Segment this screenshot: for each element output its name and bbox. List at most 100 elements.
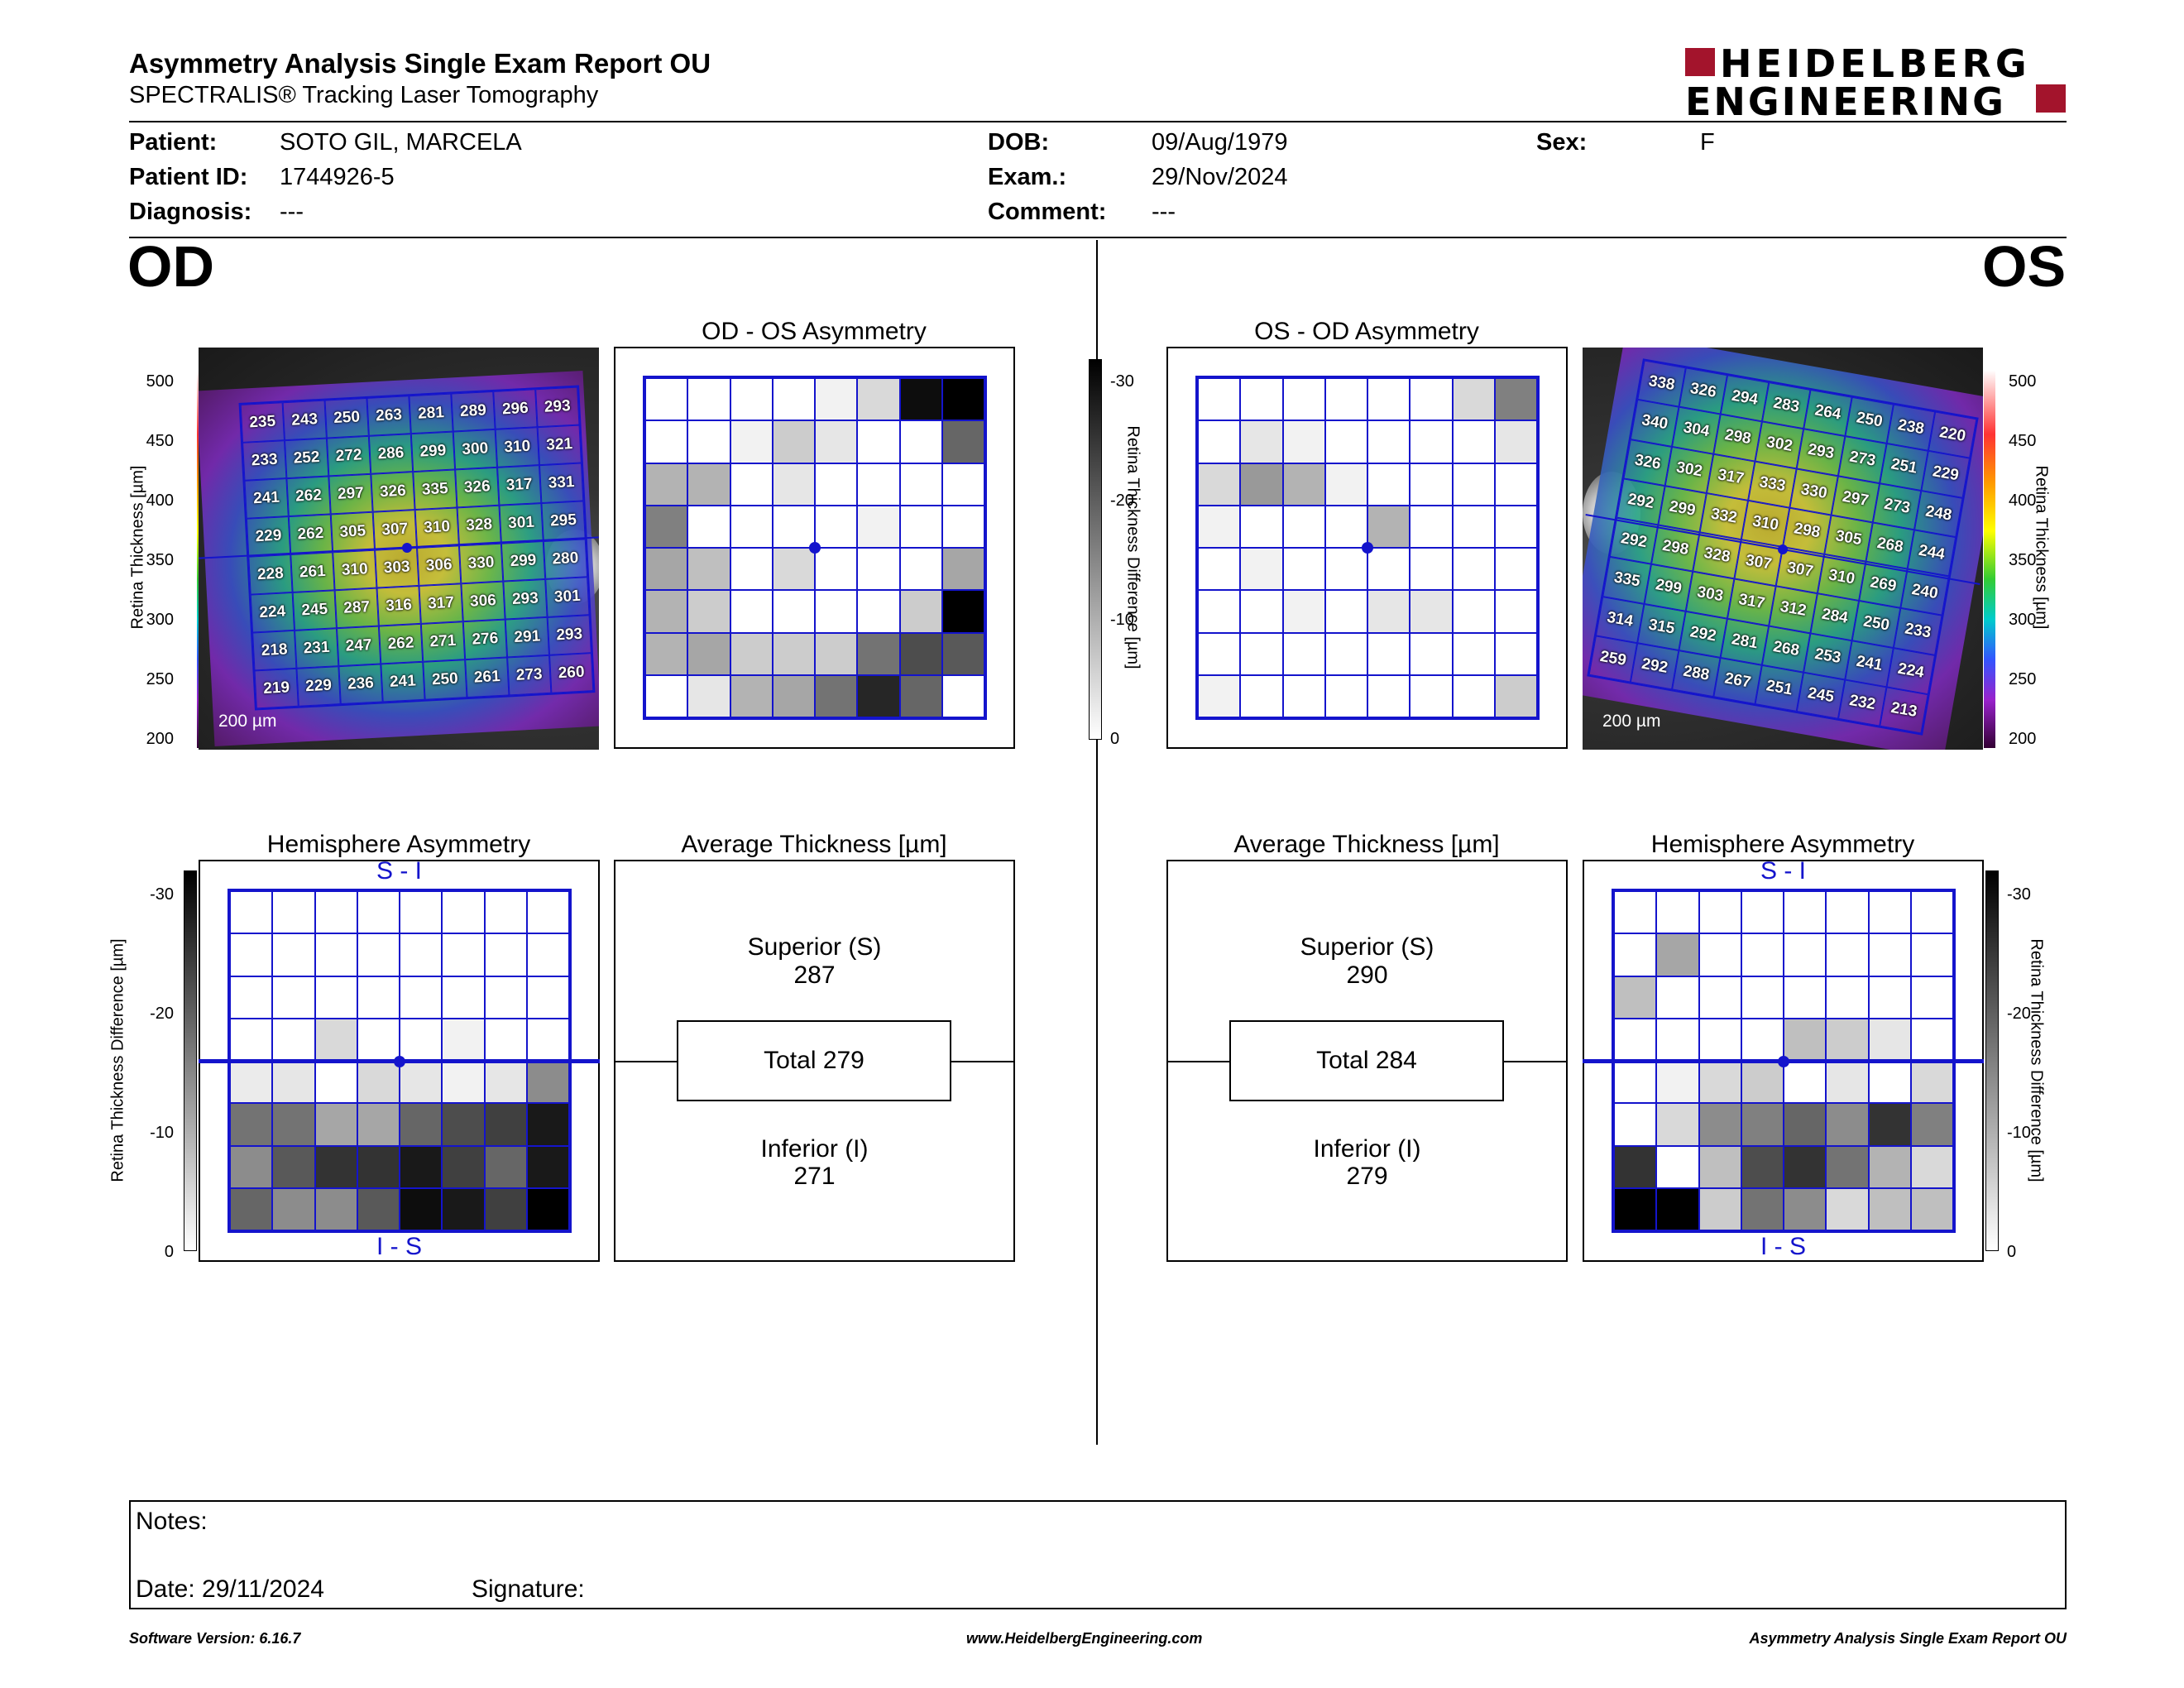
os-asymmetry-cell [1198, 674, 1241, 717]
od-thickness-value: 296 [493, 389, 538, 429]
os-superior-value: 290 [1346, 961, 1388, 989]
os-asymmetry-cell [1494, 463, 1537, 506]
od-asymmetry-cell [645, 674, 688, 717]
footer-website[interactable]: www.HeidelbergEngineering.com [966, 1630, 1203, 1647]
os-hemi-cell [1868, 1145, 1911, 1188]
os-thickness-value: 312 [1769, 586, 1818, 633]
od-thickness-value: 271 [420, 621, 466, 662]
os-asymmetry-cell [1282, 548, 1325, 591]
os-hemi-cell [1826, 933, 1869, 976]
od-asymmetry-cell [687, 505, 730, 548]
od-asymmetry-cell [899, 548, 942, 591]
od-hemi-cell [484, 1103, 527, 1146]
od-hemi-cell [230, 1145, 273, 1188]
os-hemi-cell [1910, 1103, 1953, 1146]
os-hemi-cell [1826, 976, 1869, 1019]
od-asymmetry-cell [687, 420, 730, 463]
od-hemi-cell [230, 891, 273, 934]
os-difference-tick-label: -20 [2007, 1005, 2031, 1023]
os-asymmetry-cell [1410, 590, 1453, 633]
od-asymmetry-cell [645, 632, 688, 675]
od-asymmetry-cell [687, 463, 730, 506]
od-asymmetry-cell [687, 674, 730, 717]
od-hemi-cell [357, 891, 400, 934]
od-hemi-cell [230, 1187, 273, 1230]
od-difference-tick-label: -30 [150, 885, 174, 904]
os-total-box: Total 284 [1229, 1020, 1504, 1101]
os-thickness-value: 288 [1672, 650, 1721, 698]
os-asymmetry-cell [1452, 378, 1495, 421]
od-hemi-cell [400, 976, 443, 1019]
od-inferior-value: 271 [793, 1163, 836, 1190]
od-thickness-value: 231 [295, 628, 339, 669]
os-thickness-value: 292 [1679, 611, 1728, 658]
os-thickness-value: 304 [1672, 406, 1721, 454]
os-asymmetry-cell [1367, 590, 1410, 633]
od-hemi-cell [272, 1145, 315, 1188]
od-thickness-tick-label: 450 [146, 432, 174, 450]
os-hemi-cell [1868, 1187, 1911, 1230]
od-thickness-value: 286 [368, 434, 414, 474]
od-asymmetry-center [809, 542, 821, 554]
brand-square-bottom [2036, 84, 2066, 113]
os-hemi-cell [1784, 1103, 1827, 1146]
os-asymmetry-cell [1198, 505, 1241, 548]
notes-box[interactable] [129, 1500, 2067, 1609]
od-thickness-value: 245 [292, 590, 337, 631]
od-thickness-value: 299 [500, 540, 546, 582]
od-thickness-value: 293 [535, 386, 580, 428]
os-asymmetry-cell [1494, 378, 1537, 421]
od-asymmetry-cell [857, 548, 900, 591]
os-hemi-cell [1698, 891, 1741, 934]
os-hemi-cell [1826, 1018, 1869, 1061]
os-thickness-value: 251 [1880, 444, 1928, 491]
od-hemi-grid [228, 889, 572, 1233]
os-thickness-value: 315 [1637, 603, 1686, 650]
od-asymmetry-cell [772, 420, 815, 463]
os-hemi-cell [1868, 1061, 1911, 1104]
os-thickness-value: 302 [1755, 421, 1804, 468]
od-thickness-grid: 235 243 250 263 281 289 296 293 233 252 272 286 299 3… [238, 385, 596, 711]
os-hemi-title: Hemisphere Asymmetry [1650, 831, 1915, 858]
od-asymmetry-cell [645, 420, 688, 463]
od-thickness-value: 305 [330, 511, 376, 553]
od-superior-value: 287 [793, 961, 836, 989]
od-hemi-center [394, 1056, 405, 1067]
od-hemi-cell [314, 976, 357, 1019]
os-hemi-cell [1656, 933, 1699, 976]
od-hemi-cell [400, 1018, 443, 1061]
os-thickness-value: 284 [1810, 593, 1860, 640]
os-hemi-cell [1910, 976, 1953, 1019]
os-thickness-value: 332 [1699, 492, 1749, 540]
od-hemi-cell [442, 976, 485, 1019]
os-hemi-cell [1868, 976, 1911, 1019]
os-thickness-tick-label: 500 [2009, 372, 2037, 391]
os-asymmetry-cell [1282, 420, 1325, 463]
od-hemi-cell [272, 1187, 315, 1230]
od-asymmetry-cell [645, 378, 688, 421]
os-asymmetry-cell [1367, 505, 1410, 548]
os-asymmetry-cell [1240, 632, 1283, 675]
od-thickness-value: 306 [461, 581, 505, 622]
od-difference-tick-label: -20 [150, 1005, 174, 1023]
dob-label: DOB: [988, 129, 1050, 156]
os-hemi-cell [1784, 1145, 1827, 1188]
od-thickness-value: 326 [455, 467, 500, 508]
os-thickness-value: 303 [1685, 571, 1735, 619]
os-thickness-value: 299 [1658, 485, 1707, 533]
os-asymmetry-cell [1282, 590, 1325, 633]
os-hemi-cell [1656, 1018, 1699, 1061]
od-hemi-cell [357, 1103, 400, 1146]
od-hemi-cell [272, 1018, 315, 1061]
os-thickness-value: 330 [1789, 468, 1838, 516]
brand-line2: ENGINEERING [1685, 79, 2006, 124]
os-asymmetry-cell [1494, 590, 1537, 633]
comment-value: --- [1152, 199, 1176, 225]
od-hemi-cell [526, 891, 569, 934]
od-hemi-cell [314, 1103, 357, 1146]
od-hemi-cell [357, 976, 400, 1019]
os-asymmetry-cell [1240, 420, 1283, 463]
os-hemi-cell [1910, 1018, 1953, 1061]
od-asymmetry-title: OD - OS Asymmetry [702, 318, 927, 345]
od-asymmetry-cell [772, 590, 815, 633]
